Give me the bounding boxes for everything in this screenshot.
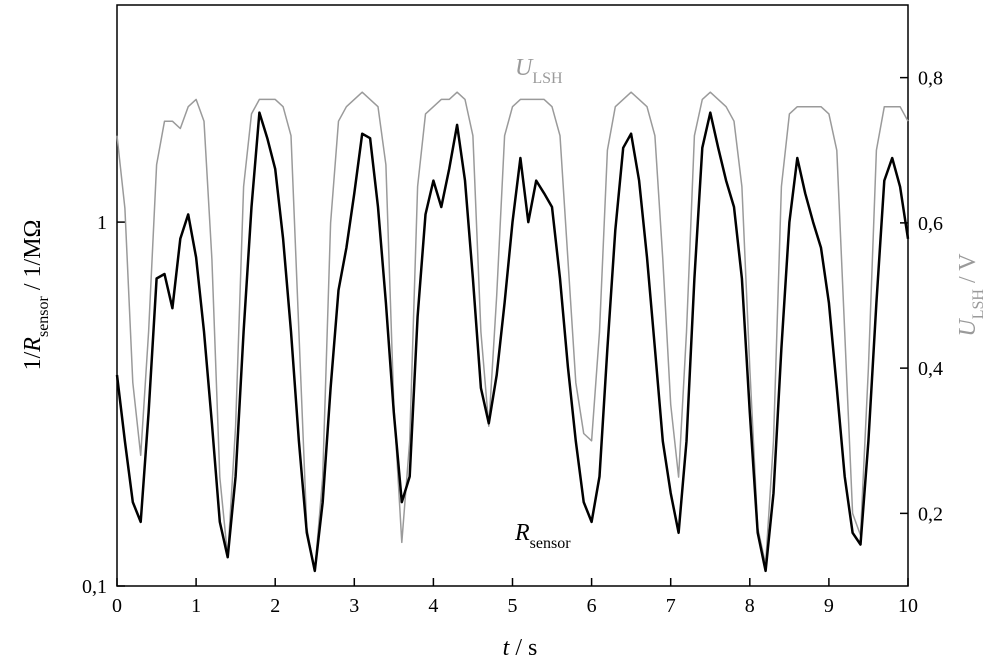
y2-tick-label: 0,6 [918,213,943,235]
series-name-sub: LSH [532,70,563,87]
y-axis-label: 1/Rsensor / 1/MΩ [20,220,52,371]
data-line [115,111,910,573]
series-name-sub: sensor [530,535,572,552]
x-axis-label: t / s [503,635,538,661]
y2-tick-label: 0,8 [918,68,943,90]
y2-label-unit: / V [955,253,981,289]
x-tick-label: 7 [666,595,676,617]
x-tick-label: 9 [824,595,834,617]
y2-axis-label: ULSH / V [955,253,987,337]
series-name: U [515,55,534,81]
x-label-unit: / s [509,635,537,661]
y2-label-sub: LSH [970,289,987,320]
y-label-var: R [20,337,46,353]
series-label: Rsensor [514,520,571,552]
y-tick-label: 0,1 [82,576,107,598]
data-line [116,91,909,573]
x-tick-label: 5 [508,595,518,617]
y-label-part: 1/ [20,351,46,370]
y2-tick-label: 0,2 [918,503,943,525]
x-tick-label: 10 [898,595,918,617]
y2-label-var: U [955,318,981,337]
x-tick-label: 8 [745,595,755,617]
x-tick-label: 2 [270,595,280,617]
plot-frame [116,4,909,587]
x-tick-label: 1 [191,595,201,617]
y-label-unit: / 1/MΩ [20,220,46,297]
x-label-var: t [503,635,511,661]
series-name: R [514,520,530,546]
x-tick-label: 0 [112,595,122,617]
x-tick-label: 4 [428,595,438,617]
x-tick-label: 3 [349,595,359,617]
x-tick-label: 6 [587,595,597,617]
y-tick-label: 1 [97,212,107,234]
y2-tick-label: 0,4 [918,358,943,380]
y-label-sub: sensor [35,295,52,337]
series-label: ULSH [515,55,563,87]
